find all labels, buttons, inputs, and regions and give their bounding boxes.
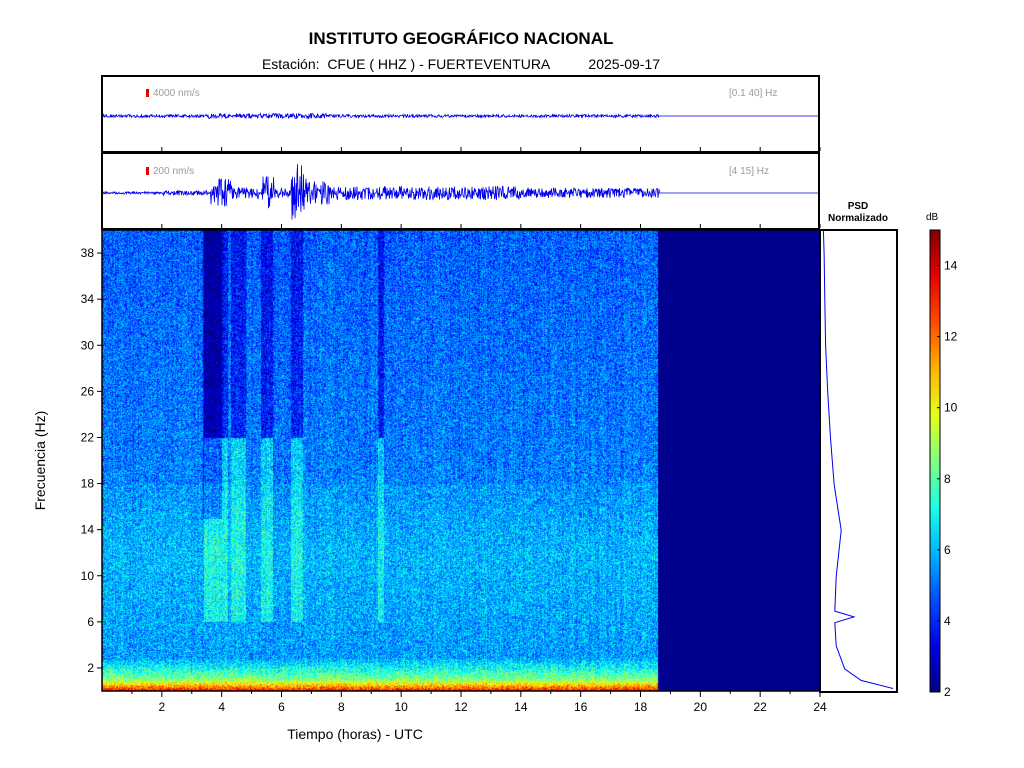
x-tick-label: 6 [278,700,285,714]
y-tick-label: 38 [81,246,95,260]
y-tick-label: 2 [87,661,94,675]
x-tick-label: 22 [753,700,767,714]
x-tick-label: 16 [574,700,588,714]
waveform-filtered [103,164,818,220]
colorbar: 2 4 6 8 10 12 14 [929,229,958,696]
trace-panel-filtered: 200 nm/s [4 15] Hz [101,152,820,230]
y-tick-label: 10 [81,569,95,583]
x-tick-label: 18 [634,700,648,714]
colorbar-tick-label: 6 [944,543,951,557]
colorbar-gradient [929,229,941,693]
x-tick-label: 4 [218,700,225,714]
amplitude-label: 200 nm/s [153,166,195,177]
psd-title-line2: Normalizado [827,213,888,224]
x-tick-label: 14 [514,700,528,714]
waveform-line [103,164,818,220]
amplitude-scale-marker [146,167,149,175]
amplitude-label: 4000 nm/s [153,88,200,99]
psd-curve [822,229,894,689]
amplitude-scale-marker [146,89,149,97]
psd-panel [819,229,898,693]
waveform-line [103,112,818,120]
x-axis-label: Tiempo (horas) - UTC [287,726,423,742]
trace-panel-broadband: 4000 nm/s [0.1 40] Hz [101,75,820,153]
colorbar-tick-label: 8 [944,472,951,486]
x-tick-label: 10 [394,700,408,714]
x-tick-label: 8 [338,700,345,714]
psd-title-line1: PSD [847,201,869,212]
y-tick-label: 26 [81,384,95,398]
colorbar-unit: dB [926,212,939,223]
spectrogram-heatmap [102,230,820,691]
y-tick-label: 6 [87,615,94,629]
station-label: Estación: [261,56,320,72]
station-name: CFUE ( HHZ ) - FUERTEVENTURA [327,56,550,72]
y-tick-label: 22 [81,430,95,444]
band-label: [0.1 40] Hz [729,88,778,99]
waveform-broadband [103,112,818,120]
x-tick-label: 2 [158,700,165,714]
y-tick-label: 18 [81,477,95,491]
x-tick-label: 20 [694,700,708,714]
psd-title: PSD Normalizado [820,201,896,225]
psd-frame [819,229,898,693]
station-subtitle: Estación: CFUE ( HHZ ) - FUERTEVENTURA 2… [0,56,922,72]
x-tick-label: 24 [813,700,827,714]
y-tick-label: 34 [81,292,95,306]
y-axis-label: Frecuencia (Hz) [32,411,48,511]
chart-title: INSTITUTO GEOGRÁFICO NACIONAL [308,29,614,48]
colorbar-tick-label: 12 [944,330,958,344]
colorbar-tick-label: 14 [944,259,958,273]
band-label: [4 15] Hz [729,166,770,177]
colorbar-tick-label: 4 [944,614,951,628]
colorbar-tick-label: 10 [944,401,958,415]
y-tick-label: 30 [81,338,95,352]
x-tick-label: 12 [454,700,468,714]
y-tick-label: 14 [81,523,95,537]
date-label: 2025-09-17 [588,56,661,72]
colorbar-tick-label: 2 [944,685,951,696]
